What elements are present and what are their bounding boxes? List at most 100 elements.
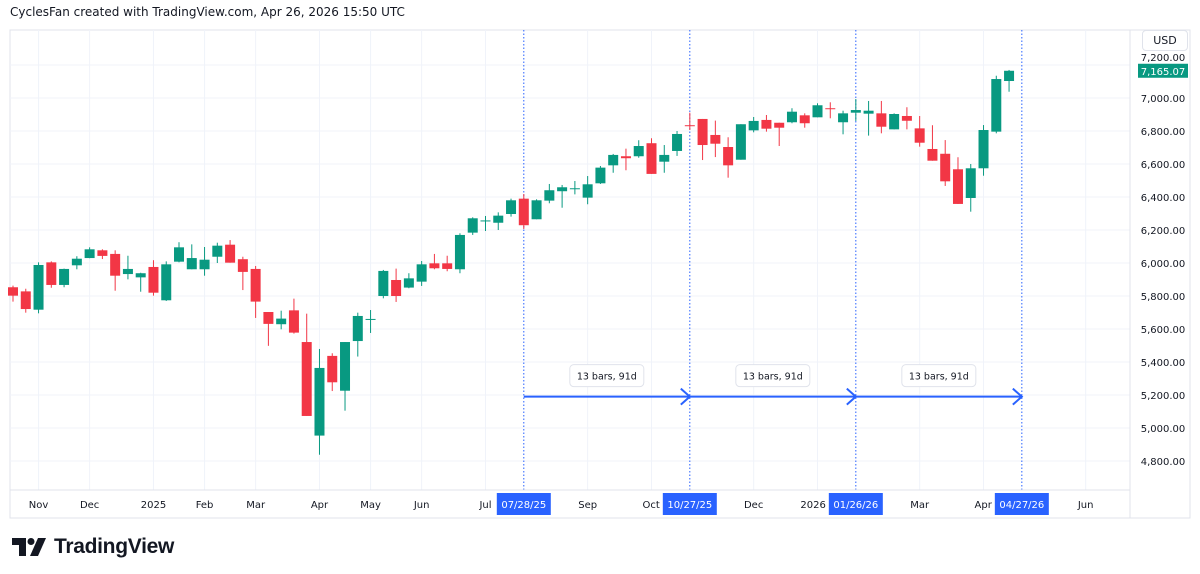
candle-body — [122, 268, 133, 275]
candle-body — [1004, 70, 1015, 82]
candle-body — [352, 315, 363, 342]
candle-down — [8, 285, 18, 302]
candle-up — [212, 242, 223, 263]
candle-down — [927, 125, 938, 161]
candle-body — [97, 250, 108, 256]
candle-body — [33, 264, 44, 310]
candle-body — [416, 264, 427, 282]
price-tick-label: 6,200.00 — [1141, 226, 1186, 237]
candle-body — [288, 310, 299, 333]
candle-up — [378, 269, 389, 299]
candle-down — [250, 265, 261, 318]
candle-body — [761, 119, 772, 129]
candle-body — [595, 167, 606, 184]
candle-body — [697, 118, 708, 146]
time-axis[interactable]: Nov Dec 2025 Feb Mar Apr May Jun Jul Sep Oct Dec 202… — [29, 493, 1094, 515]
candle-down — [901, 107, 912, 130]
grid — [10, 30, 1130, 490]
candle-body — [569, 188, 580, 190]
arrow-head-icon — [1012, 387, 1024, 406]
candle-up — [199, 246, 210, 276]
candle-body — [59, 268, 70, 285]
candle-down — [876, 100, 887, 134]
candle-up — [557, 184, 568, 208]
candle-body — [480, 220, 491, 222]
candle-down — [237, 256, 248, 291]
candle-down — [914, 115, 925, 147]
candle-body — [263, 312, 274, 324]
candles — [8, 69, 1015, 455]
candle-body — [927, 148, 938, 161]
candle-down — [288, 298, 299, 334]
price-tick-label: 6,800.00 — [1141, 127, 1186, 138]
candle-up — [1004, 69, 1015, 92]
date-marker-label: 01/26/26 — [833, 500, 878, 511]
candle-body — [71, 258, 82, 266]
candle-down — [301, 313, 312, 416]
candle-down — [952, 157, 963, 204]
candle-up — [544, 183, 555, 204]
candle-body — [442, 263, 453, 269]
measure-label-box — [569, 364, 645, 388]
candle-body — [403, 278, 414, 288]
candle-body — [838, 113, 849, 123]
candle-up — [122, 255, 133, 280]
tradingview-brand: TradingView — [54, 535, 175, 558]
candle-down — [518, 194, 529, 230]
chart-frame — [9, 29, 1191, 519]
candle-body — [391, 279, 402, 296]
tradingview-logo[interactable]: TradingView — [12, 535, 174, 559]
candle-body — [518, 198, 529, 226]
candle-down — [110, 250, 121, 291]
last-price-badge — [1138, 63, 1188, 78]
date-marker-box — [828, 493, 883, 515]
candle-body — [135, 273, 146, 278]
time-tick-label: Jul — [478, 500, 491, 511]
measurement-tools: 13 bars, 91d 13 bars, 91d 13 bars, 91d — [523, 364, 1024, 406]
time-tick-label: Dec — [80, 500, 99, 511]
candle-body — [467, 218, 478, 233]
currency-button[interactable]: USD — [1142, 30, 1188, 51]
candle-up — [748, 116, 759, 133]
candle-body — [161, 264, 172, 301]
candle-up — [633, 140, 644, 158]
candle-body — [531, 200, 542, 220]
candle-up — [467, 217, 478, 235]
candle-down — [442, 255, 453, 272]
candle-body — [710, 134, 721, 144]
measure-label-box — [735, 364, 811, 388]
candle-body — [952, 169, 963, 204]
candle-up — [493, 212, 504, 230]
candle-down — [429, 253, 440, 270]
candle-body — [544, 190, 555, 201]
candle-body — [659, 154, 670, 162]
date-marker-box — [496, 493, 551, 515]
date-marker-label: 07/28/25 — [501, 500, 546, 511]
candle-down — [723, 137, 734, 178]
time-tick-label: Apr — [975, 500, 993, 511]
date-marker-box — [662, 493, 717, 515]
price-axis[interactable]: 4,800.00 5,000.00 5,200.00 5,400.00 5,600.00… — [1138, 53, 1188, 468]
candle-up — [403, 273, 414, 289]
candle-up — [352, 312, 363, 357]
time-tick-label: Mar — [910, 500, 930, 511]
time-tick-label: May — [360, 500, 381, 511]
candle-up — [71, 256, 82, 270]
candle-up — [838, 110, 849, 135]
tradingview-logo-icon — [12, 538, 46, 556]
candle-body — [186, 258, 197, 270]
candle-up — [672, 131, 683, 156]
price-tick-label: 5,400.00 — [1141, 358, 1186, 369]
candle-body — [684, 125, 695, 127]
time-tick-label: Sep — [578, 500, 597, 511]
candle-down — [327, 353, 338, 392]
candle-up — [506, 198, 517, 217]
candle-down — [761, 114, 772, 132]
candle-body — [378, 270, 389, 296]
candle-body — [876, 113, 887, 127]
candle-body — [493, 215, 504, 223]
candle-body — [646, 143, 657, 174]
candle-up — [965, 164, 976, 212]
candle-up — [582, 176, 593, 205]
